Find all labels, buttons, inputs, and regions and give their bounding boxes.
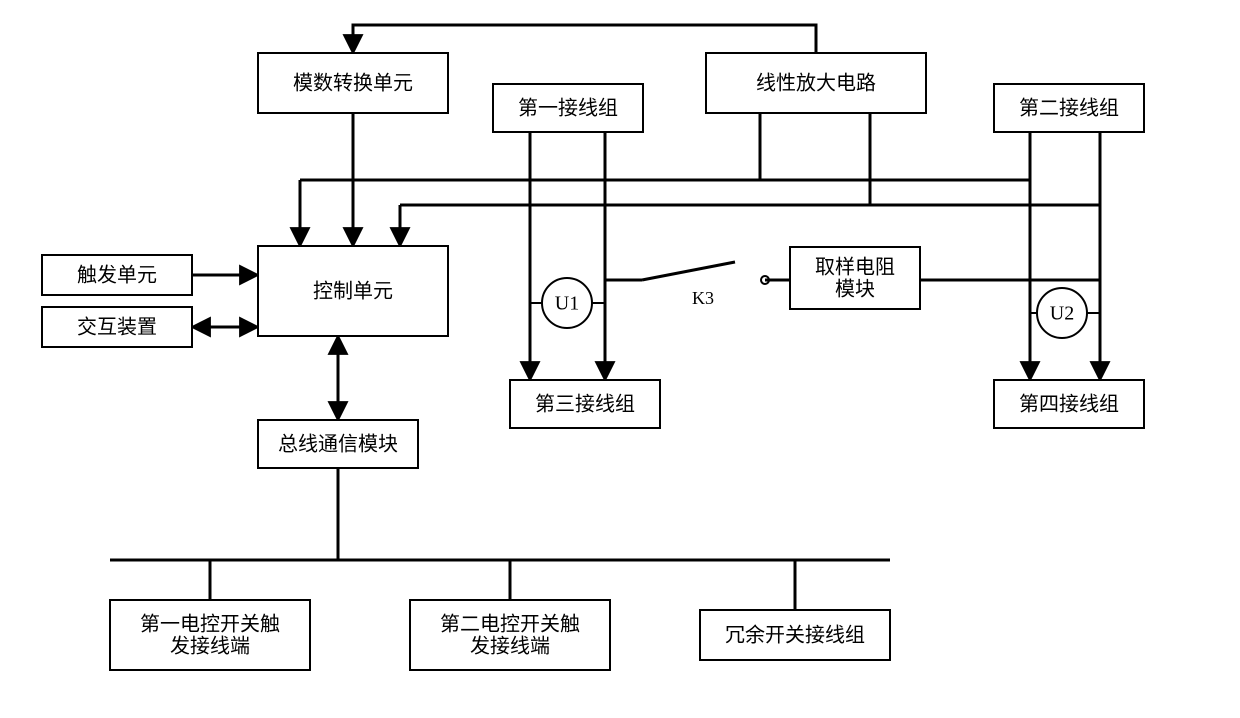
label-sw1-1: 发接线端 bbox=[170, 635, 250, 658]
label-interact: 交互装置 bbox=[77, 316, 157, 339]
box-sw1: 第一电控开关触发接线端 bbox=[110, 600, 310, 670]
box-adc: 模数转换单元 bbox=[258, 53, 448, 113]
wire-amp-to-adc bbox=[353, 25, 816, 53]
box-wire4: 第四接线组 bbox=[994, 380, 1144, 428]
box-interact: 交互装置 bbox=[42, 307, 192, 347]
label-u1: U1 bbox=[555, 293, 579, 315]
label-bus: 总线通信模块 bbox=[278, 433, 398, 456]
label-u2: U2 bbox=[1050, 303, 1074, 325]
label-wire1: 第一接线组 bbox=[518, 97, 618, 120]
label-wire2: 第二接线组 bbox=[1019, 97, 1119, 120]
box-redundant: 冗余开关接线组 bbox=[700, 610, 890, 660]
label-trigger: 触发单元 bbox=[77, 264, 157, 287]
box-ctrl: 控制单元 bbox=[258, 246, 448, 336]
box-amp: 线性放大电路 bbox=[706, 53, 926, 113]
label-sampling-1: 模块 bbox=[835, 278, 875, 301]
box-wire2: 第二接线组 bbox=[994, 84, 1144, 132]
label-sw2-0: 第二电控开关触 bbox=[440, 613, 580, 636]
circle-u1: U1 bbox=[542, 278, 592, 328]
k3-arm bbox=[642, 262, 735, 280]
circle-u2: U2 bbox=[1037, 288, 1087, 338]
label-redundant: 冗余开关接线组 bbox=[725, 624, 865, 647]
label-sw1-0: 第一电控开关触 bbox=[140, 613, 280, 636]
box-wire3: 第三接线组 bbox=[510, 380, 660, 428]
label-wire4: 第四接线组 bbox=[1019, 393, 1119, 416]
box-trigger: 触发单元 bbox=[42, 255, 192, 295]
label-sampling-0: 取样电阻 bbox=[815, 256, 895, 279]
label-wire3: 第三接线组 bbox=[535, 393, 635, 416]
label-adc: 模数转换单元 bbox=[293, 72, 413, 95]
label-ctrl: 控制单元 bbox=[313, 280, 393, 303]
block-diagram: K3 模数转换单元第一接线组 线性放大电路第二接线组触发单元交互装置 控制单元 取样电… bbox=[0, 0, 1240, 718]
box-bus: 总线通信模块 bbox=[258, 420, 418, 468]
switch-k3-label: K3 bbox=[692, 288, 714, 308]
box-wire1: 第一接线组 bbox=[493, 84, 643, 132]
label-amp: 线性放大电路 bbox=[756, 72, 876, 95]
box-sampling: 取样电阻模块 bbox=[790, 247, 920, 309]
box-sw2: 第二电控开关触发接线端 bbox=[410, 600, 610, 670]
label-sw2-1: 发接线端 bbox=[470, 635, 550, 658]
